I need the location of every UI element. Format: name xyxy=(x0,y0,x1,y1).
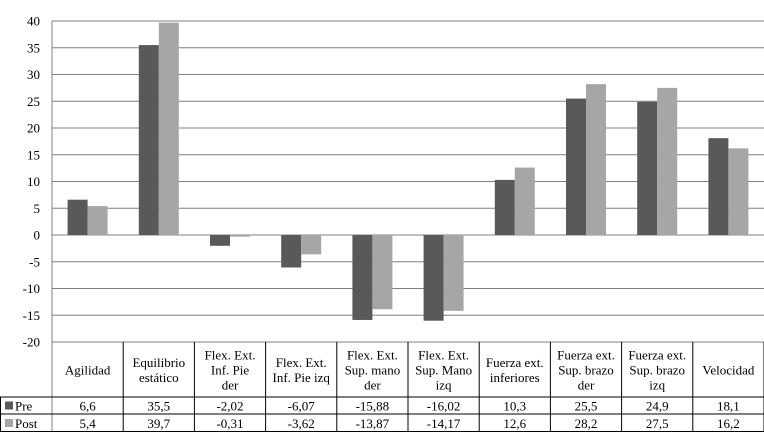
data-label-pre: -2,02 xyxy=(216,399,243,414)
y-tick-label: 30 xyxy=(27,67,40,82)
category-label: Flex. Ext. Inf. Pie izq xyxy=(272,355,330,385)
y-tick-label: -5 xyxy=(29,254,40,269)
category-label: Fuerza ext. inferiores xyxy=(486,355,544,385)
data-label-post: 27,5 xyxy=(646,416,669,431)
bar-pre xyxy=(210,235,230,246)
bar-pre xyxy=(67,199,88,235)
data-label-pre: 18,1 xyxy=(717,399,740,414)
y-axis: 40 35 30 25 20 15 10 5 0 -5 -10 -15 -20 xyxy=(23,14,53,432)
y-tick-label: 0 xyxy=(34,228,41,243)
data-label-post: 16,2 xyxy=(717,416,740,431)
y-tick-label: 40 xyxy=(27,14,40,29)
data-label-pre: 10,3 xyxy=(503,399,526,414)
category-label: Fuerza ext. Sup. brazo izq xyxy=(628,348,686,393)
legend-label-pre: Pre xyxy=(15,399,33,414)
y-tick-label: 10 xyxy=(27,174,40,189)
y-tick-label: 5 xyxy=(34,201,41,216)
data-label-pre: 35,5 xyxy=(147,399,170,414)
legend-label-post: Post xyxy=(15,416,38,431)
category-label: Flex. Ext. Sup. mano der xyxy=(345,348,401,393)
y-tick-label: -20 xyxy=(23,335,40,350)
bar-pre xyxy=(708,138,729,235)
data-label-post: -3,62 xyxy=(288,416,315,431)
bar-post xyxy=(87,206,108,235)
bar-post xyxy=(372,235,393,310)
data-label-post: -14,17 xyxy=(427,416,461,431)
data-label-pre: 6,6 xyxy=(79,399,96,414)
bar-pre xyxy=(138,45,159,236)
bar-pre xyxy=(494,179,515,235)
data-label-pre: 24,9 xyxy=(646,399,669,414)
y-tick-label: 20 xyxy=(27,121,40,136)
data-table: Agilidad Equilibrio estático Flex. Ext. Inf.… xyxy=(0,342,764,432)
bar-post xyxy=(443,235,464,311)
category-label: Flex. Ext. Inf. Pie der xyxy=(205,348,256,393)
bar-pre xyxy=(352,235,373,320)
bar-post xyxy=(514,167,535,235)
data-label-post: -13,87 xyxy=(356,416,390,431)
category-label: Agilidad xyxy=(65,363,111,378)
data-label-post: 28,2 xyxy=(575,416,598,431)
bars xyxy=(67,22,749,321)
y-tick-label: 15 xyxy=(27,147,40,162)
data-label-pre: -15,88 xyxy=(356,399,390,414)
data-label-pre: -16,02 xyxy=(427,399,461,414)
y-tick-label: 25 xyxy=(27,94,40,109)
bar-post xyxy=(728,148,749,235)
data-label-post: -0,31 xyxy=(216,416,243,431)
category-label: Velocidad xyxy=(702,363,754,378)
data-label-post: 5,4 xyxy=(79,416,96,431)
bar-post xyxy=(158,22,179,236)
bar-pre xyxy=(637,101,658,235)
data-label-pre: 25,5 xyxy=(575,399,598,414)
category-label: Flex. Ext. Sup. Mano izq xyxy=(415,348,472,393)
category-label: Equilibrio estático xyxy=(132,355,185,385)
y-tick-label: 35 xyxy=(27,40,40,55)
legend-swatch-post xyxy=(5,419,13,427)
data-label-post: 12,6 xyxy=(503,416,526,431)
bar-pre xyxy=(566,98,586,235)
data-label-post: 39,7 xyxy=(147,416,170,431)
bar-post xyxy=(301,235,322,255)
legend-swatch-pre xyxy=(5,401,13,410)
bar-pre xyxy=(281,235,302,268)
category-label: Fuerza ext. Sup. brazo der xyxy=(557,348,615,393)
bar-post xyxy=(230,235,250,237)
y-tick-label: -10 xyxy=(23,281,40,296)
bar-post xyxy=(657,87,678,235)
y-tick-label: -15 xyxy=(23,308,40,323)
bar-pre xyxy=(423,235,444,321)
bar-post xyxy=(586,84,606,235)
data-label-pre: -6,07 xyxy=(288,399,316,414)
